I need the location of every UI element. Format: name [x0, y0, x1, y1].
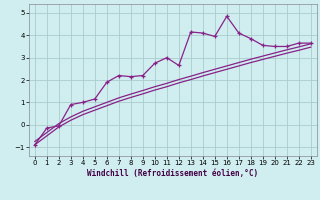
X-axis label: Windchill (Refroidissement éolien,°C): Windchill (Refroidissement éolien,°C)	[87, 169, 258, 178]
